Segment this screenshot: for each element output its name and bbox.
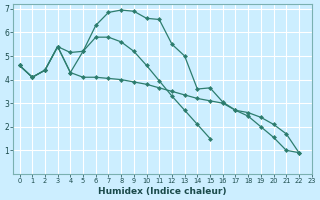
X-axis label: Humidex (Indice chaleur): Humidex (Indice chaleur) <box>98 187 227 196</box>
